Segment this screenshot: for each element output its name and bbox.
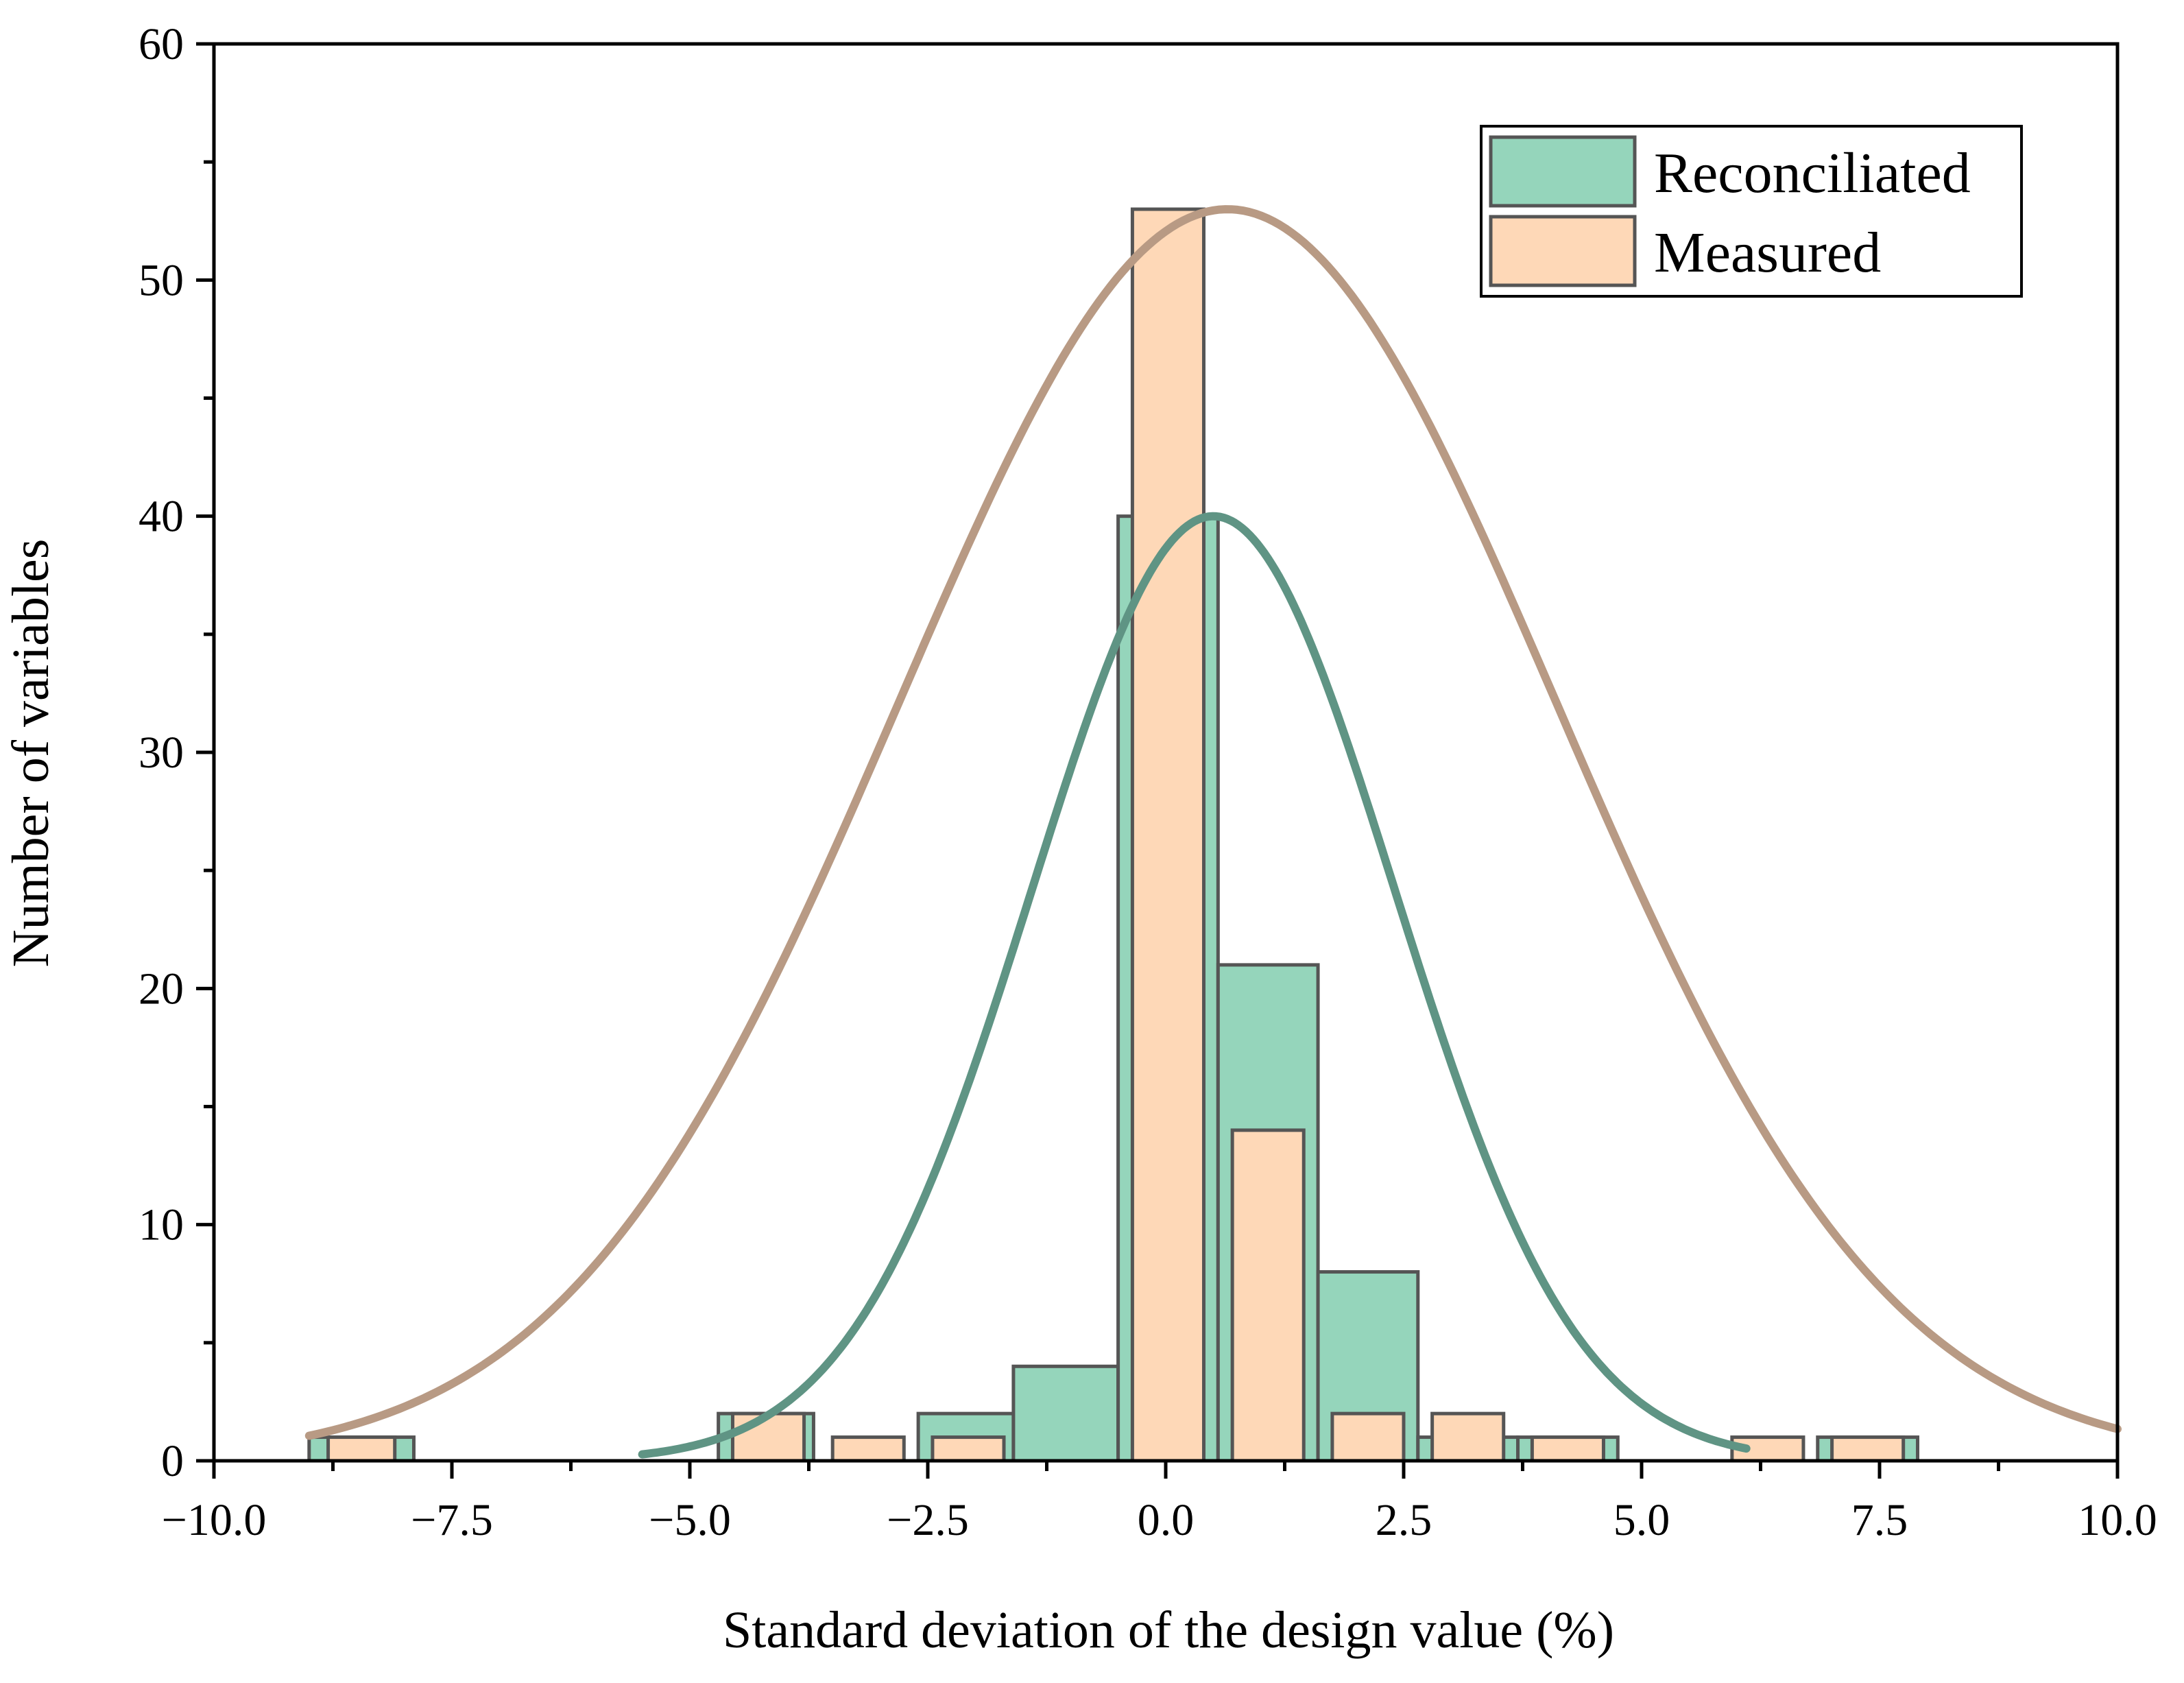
fit-curves-layer xyxy=(304,205,2122,1459)
y-tick-label: 60 xyxy=(139,19,184,69)
legend-swatch-measured xyxy=(1489,215,1637,287)
y-tick-label: 10 xyxy=(139,1200,184,1250)
measured-bar xyxy=(830,1435,906,1463)
x-tick-label: 5.0 xyxy=(1613,1495,1670,1545)
legend: Reconciliated Measured xyxy=(1480,125,2023,298)
y-tick-label: 20 xyxy=(139,964,184,1014)
legend-label-reconciliated: Reconciliated xyxy=(1654,141,1971,205)
measured-bar xyxy=(1830,1435,1906,1463)
x-tick-label: −7.5 xyxy=(411,1495,493,1545)
y-tick-label: 50 xyxy=(139,255,184,305)
x-tick-label: −5.0 xyxy=(649,1495,731,1545)
y-tick-label: 30 xyxy=(139,728,184,778)
x-tick-label: −10.0 xyxy=(162,1495,267,1545)
measured-bar xyxy=(1330,1411,1406,1463)
y-tick-label: 40 xyxy=(139,492,184,542)
legend-swatch-reconciliated xyxy=(1489,135,1637,208)
axes-layer: −10.0 −7.5 −5.0 −2.5 0.0 2.5 5.0 7.5 10.0 0 10 20 30… xyxy=(139,19,2157,1545)
measured-bar xyxy=(1430,1411,1506,1463)
measured-bar xyxy=(931,1435,1006,1463)
measured-bar xyxy=(1530,1435,1605,1463)
x-tick-label: 2.5 xyxy=(1376,1495,1432,1545)
measured-fit-curve xyxy=(304,205,2122,1440)
x-tick-label: 7.5 xyxy=(1851,1495,1908,1545)
x-axis-title: Standard deviation of the design value (… xyxy=(723,1601,1614,1659)
legend-label-measured: Measured xyxy=(1654,221,1881,285)
y-axis-title: Number of variables xyxy=(2,539,60,968)
bars-layer xyxy=(307,207,1920,1463)
x-tick-label: 0.0 xyxy=(1138,1495,1195,1545)
y-tick-label: 0 xyxy=(161,1436,184,1486)
x-tick-label: 10.0 xyxy=(2078,1495,2157,1545)
x-tick-label: −2.5 xyxy=(887,1495,969,1545)
reconciliated-fit-curve xyxy=(638,512,1751,1459)
reconciliated-bar xyxy=(1011,1364,1120,1463)
measured-bar xyxy=(326,1435,397,1463)
measured-bar xyxy=(1130,207,1206,1463)
measured-bar xyxy=(730,1411,806,1463)
measured-bar xyxy=(1230,1128,1306,1463)
